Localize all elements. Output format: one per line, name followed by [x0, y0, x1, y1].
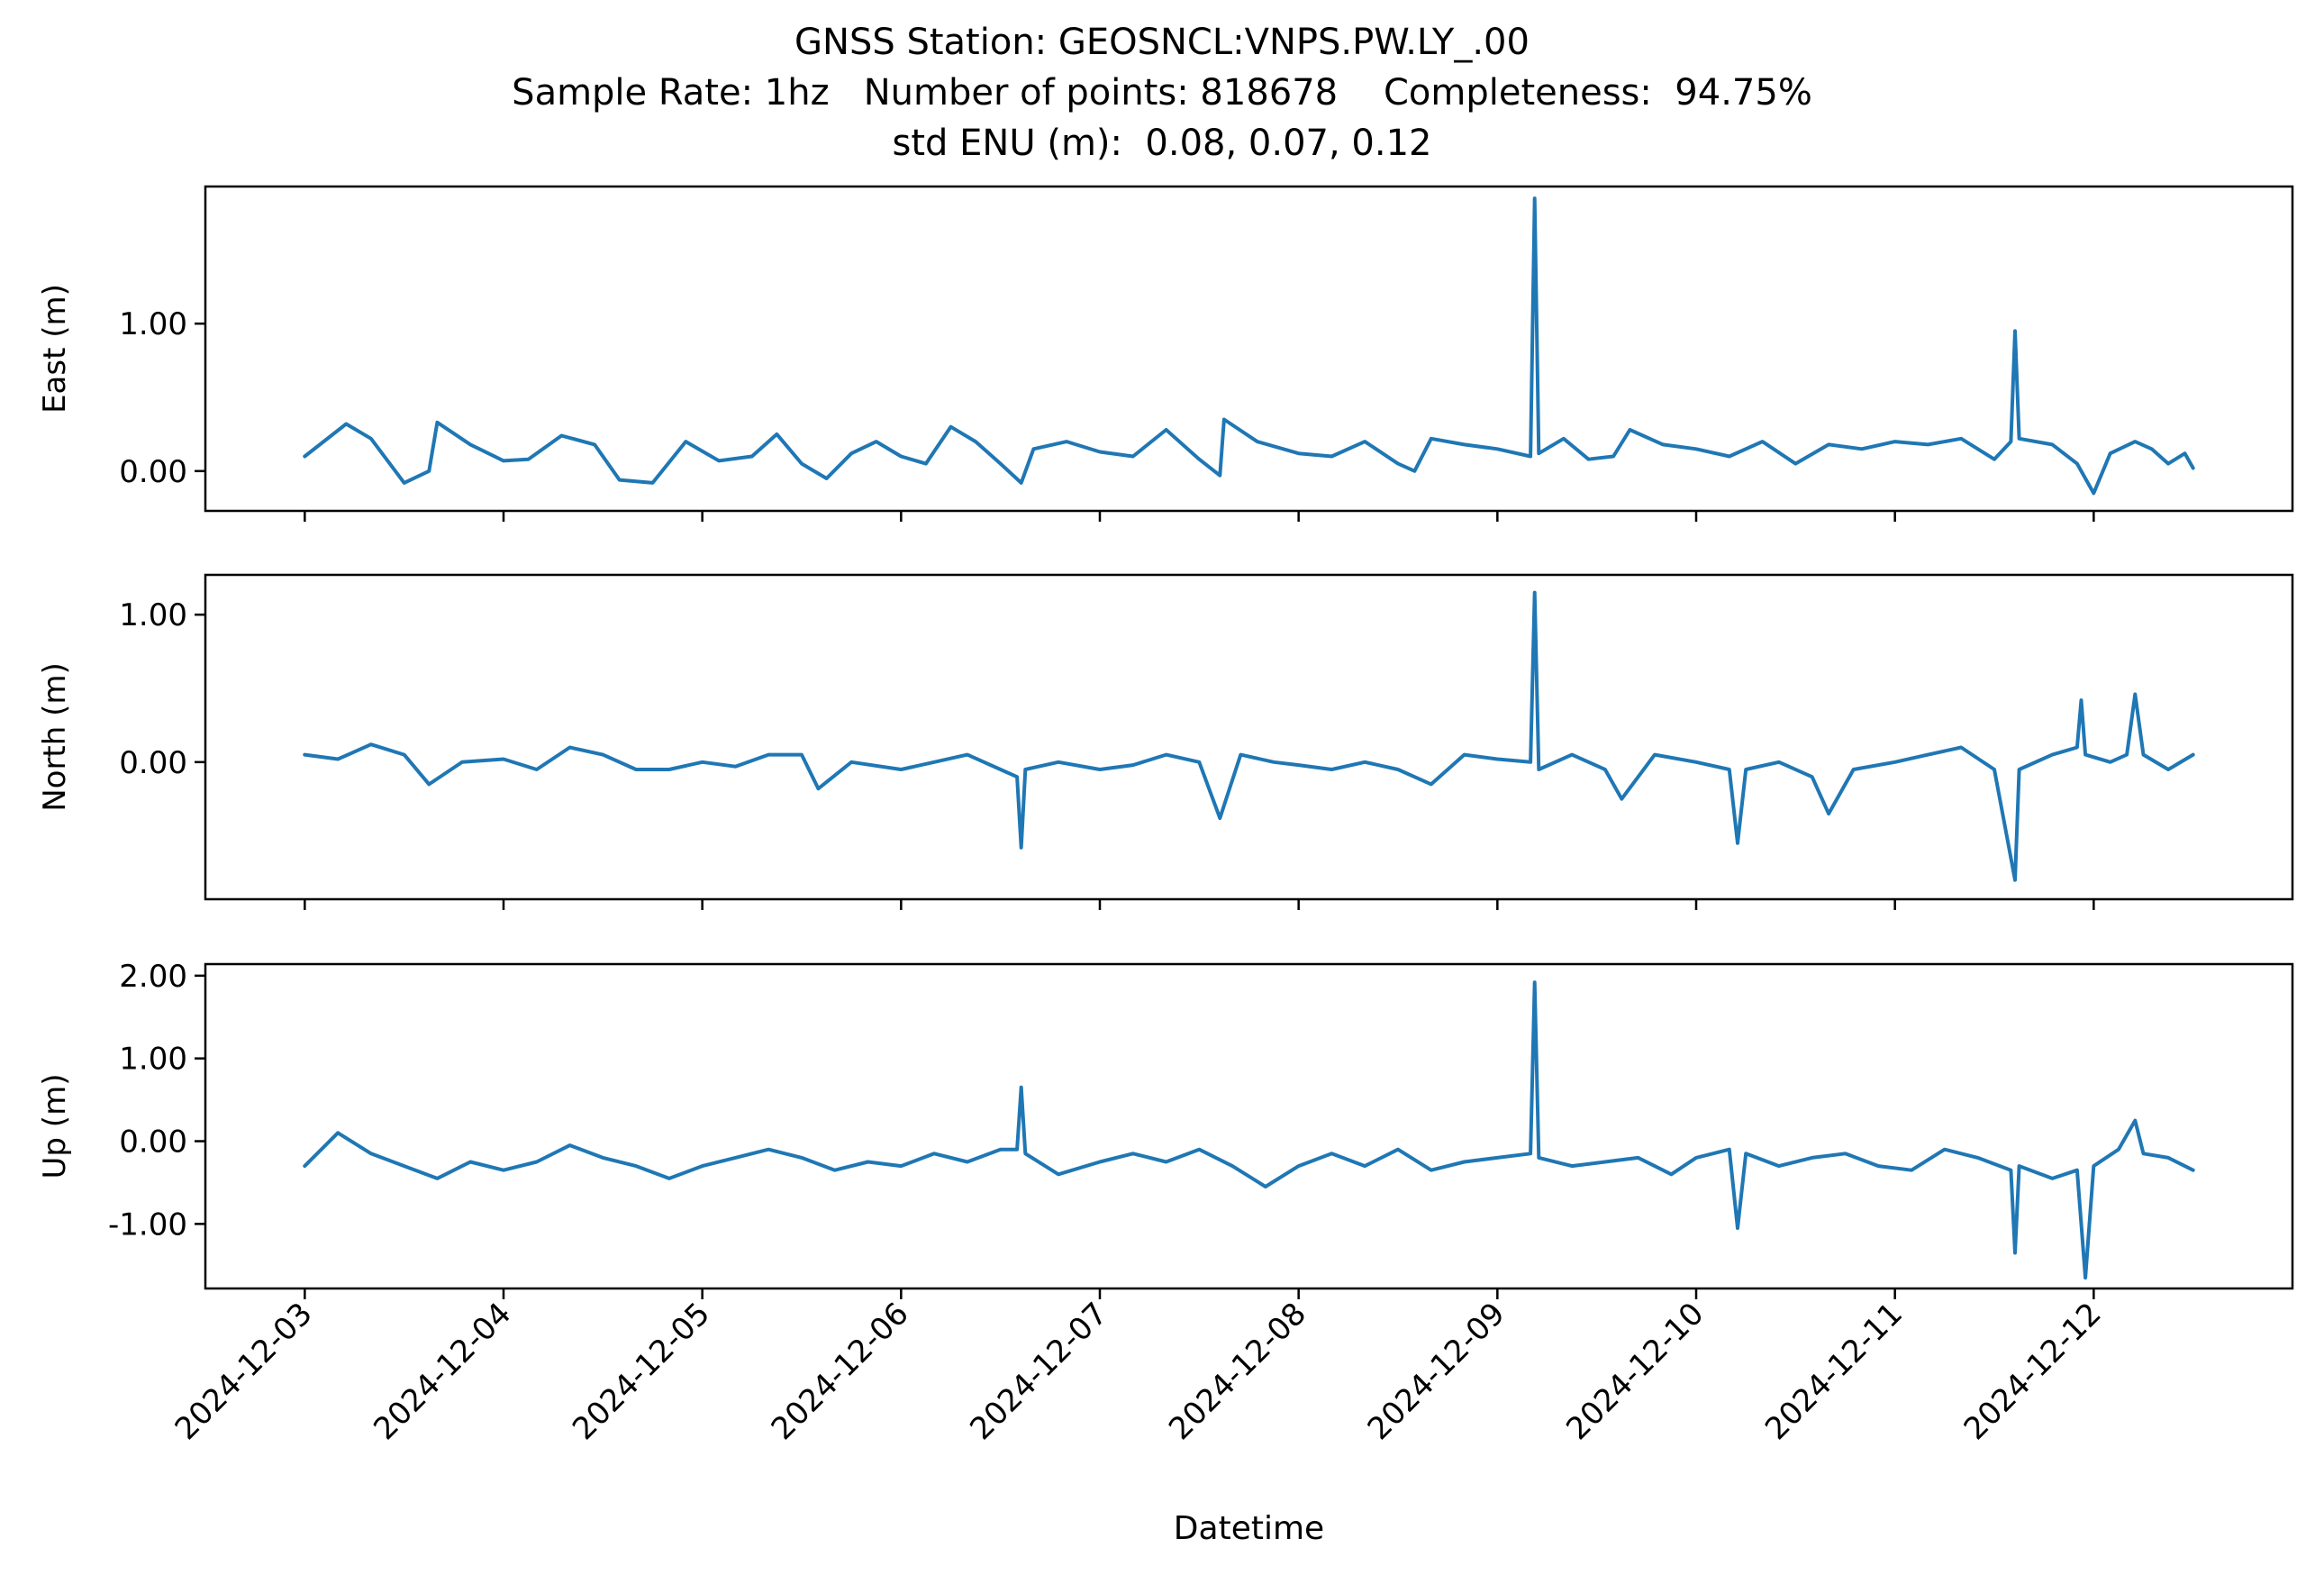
y-axis-label: North (m) — [37, 662, 73, 812]
y-tick-label: 0.00 — [119, 1124, 187, 1161]
chart-title: GNSS Station: GEOSNCL:VNPS.PW.LY_.00 — [794, 22, 1530, 63]
y-tick-label: 1.00 — [119, 1042, 187, 1078]
x-tick-label: 2024-12-12 — [1957, 1296, 2109, 1447]
y-tick-label: 1.00 — [119, 306, 187, 342]
panel-frame-2 — [204, 962, 2294, 1290]
x-tick-label: 2024-12-08 — [1162, 1296, 1313, 1447]
y-tick-label: 2.00 — [119, 959, 187, 995]
y-tick-label: 1.00 — [119, 597, 187, 633]
x-tick-label: 2024-12-06 — [765, 1296, 916, 1447]
y-tick-label: -1.00 — [108, 1206, 187, 1243]
chart-subtitle: Sample Rate: 1hz Number of points: 81867… — [512, 72, 1812, 114]
x-tick-label: 2024-12-07 — [963, 1296, 1114, 1447]
x-tick-label: 2024-12-09 — [1361, 1296, 1512, 1447]
chart-subtitle-std: std ENU (m): 0.08, 0.07, 0.12 — [892, 123, 1432, 164]
series-line-north — [303, 590, 2195, 882]
panel-frame-0 — [204, 185, 2294, 513]
y-axis-label: East (m) — [37, 284, 73, 414]
x-tick-label: 2024-12-03 — [168, 1296, 320, 1447]
x-axis-label: Datetime — [1174, 1510, 1324, 1547]
y-tick-label: 0.00 — [119, 454, 187, 490]
series-line-east — [303, 196, 2195, 496]
x-tick-label: 2024-12-04 — [367, 1296, 518, 1447]
x-tick-label: 2024-12-11 — [1758, 1296, 1910, 1447]
y-axis-label: Up (m) — [37, 1074, 73, 1179]
panel-frame-1 — [204, 573, 2294, 901]
series-line-up — [303, 980, 2195, 1280]
y-tick-label: 0.00 — [119, 745, 187, 781]
x-tick-label: 2024-12-05 — [566, 1296, 717, 1447]
x-tick-label: 2024-12-10 — [1559, 1296, 1711, 1447]
